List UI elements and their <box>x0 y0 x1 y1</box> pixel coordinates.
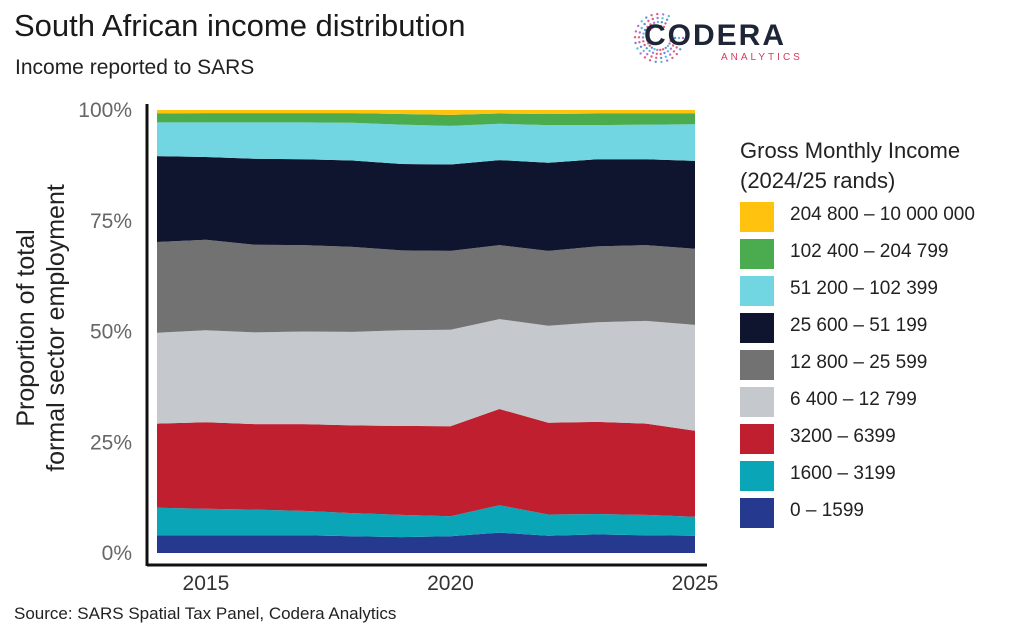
legend-item: 3200 – 6399 <box>740 422 1020 458</box>
legend-label: 25 600 – 51 199 <box>790 315 928 336</box>
legend-swatch <box>740 498 774 528</box>
legend-swatch <box>740 461 774 491</box>
legend-swatch <box>740 239 774 269</box>
legend-item: 102 400 – 204 799 <box>740 237 1020 273</box>
x-tick-label: 2020 <box>427 572 474 595</box>
legend-swatch <box>740 424 774 454</box>
area-series-4 <box>157 239 695 333</box>
y-tick-label: 75% <box>90 210 132 233</box>
legend-swatch <box>740 350 774 380</box>
legend-item: 204 800 – 10 000 000 <box>740 200 1020 236</box>
legend-item: 0 – 1599 <box>740 496 1020 532</box>
legend-swatch <box>740 276 774 306</box>
legend-swatch <box>740 313 774 343</box>
legend-swatch <box>740 202 774 232</box>
legend-label: 204 800 – 10 000 000 <box>790 204 975 225</box>
y-tick-labels: 0% 25% 50% 75% 100% <box>78 99 132 565</box>
legend-label: 12 800 – 25 599 <box>790 352 928 373</box>
legend-item: 1600 – 3199 <box>740 459 1020 495</box>
area-series-6 <box>157 122 695 165</box>
legend-title: Gross Monthly Income (2024/25 rands) <box>740 136 960 196</box>
codera-logo-mark <box>633 12 685 64</box>
area-series-3 <box>157 319 695 431</box>
legend-title-line-1: Gross Monthly Income <box>740 138 961 163</box>
logo-wordmark: CODERA <box>644 19 787 52</box>
area-series-2 <box>157 409 695 517</box>
legend-label: 51 200 – 102 399 <box>790 278 938 299</box>
area-series-7 <box>157 113 695 126</box>
legend-swatch <box>740 387 774 417</box>
legend-label: 102 400 – 204 799 <box>790 241 949 262</box>
x-tick-label: 2025 <box>672 572 719 595</box>
legend-label: 6 400 – 12 799 <box>790 389 917 410</box>
chart-subtitle: Income reported to SARS <box>15 56 255 79</box>
chart-title: South African income distribution <box>14 8 466 43</box>
legend-item: 6 400 – 12 799 <box>740 385 1020 421</box>
area-series-1 <box>157 505 695 538</box>
x-tick-labels: 2015 2020 2025 <box>183 572 719 595</box>
legend-item: 25 600 – 51 199 <box>740 311 1020 347</box>
y-tick-label: 50% <box>90 321 132 344</box>
logo-subtext: ANALYTICS <box>721 52 803 63</box>
area-series-0 <box>157 532 695 553</box>
y-axis-label-line-2: formal sector employment <box>42 184 70 472</box>
axes <box>145 104 707 567</box>
y-tick-label: 25% <box>90 431 132 454</box>
legend-label: 0 – 1599 <box>790 500 864 521</box>
legend-title-line-2: (2024/25 rands) <box>740 168 896 193</box>
legend-item: 51 200 – 102 399 <box>740 274 1020 310</box>
legend-label: 3200 – 6399 <box>790 426 896 447</box>
legend-item: 12 800 – 25 599 <box>740 348 1020 384</box>
source-note: Source: SARS Spatial Tax Panel, Codera A… <box>14 604 397 623</box>
area-series-5 <box>157 156 695 251</box>
y-tick-label: 100% <box>78 99 132 122</box>
y-tick-label: 0% <box>102 542 132 565</box>
legend-label: 1600 – 3199 <box>790 463 896 484</box>
area-series-8 <box>157 110 695 115</box>
y-axis-label-line-1: Proportion of total <box>12 229 40 426</box>
x-tick-label: 2015 <box>183 572 230 595</box>
area-layers <box>157 110 695 553</box>
